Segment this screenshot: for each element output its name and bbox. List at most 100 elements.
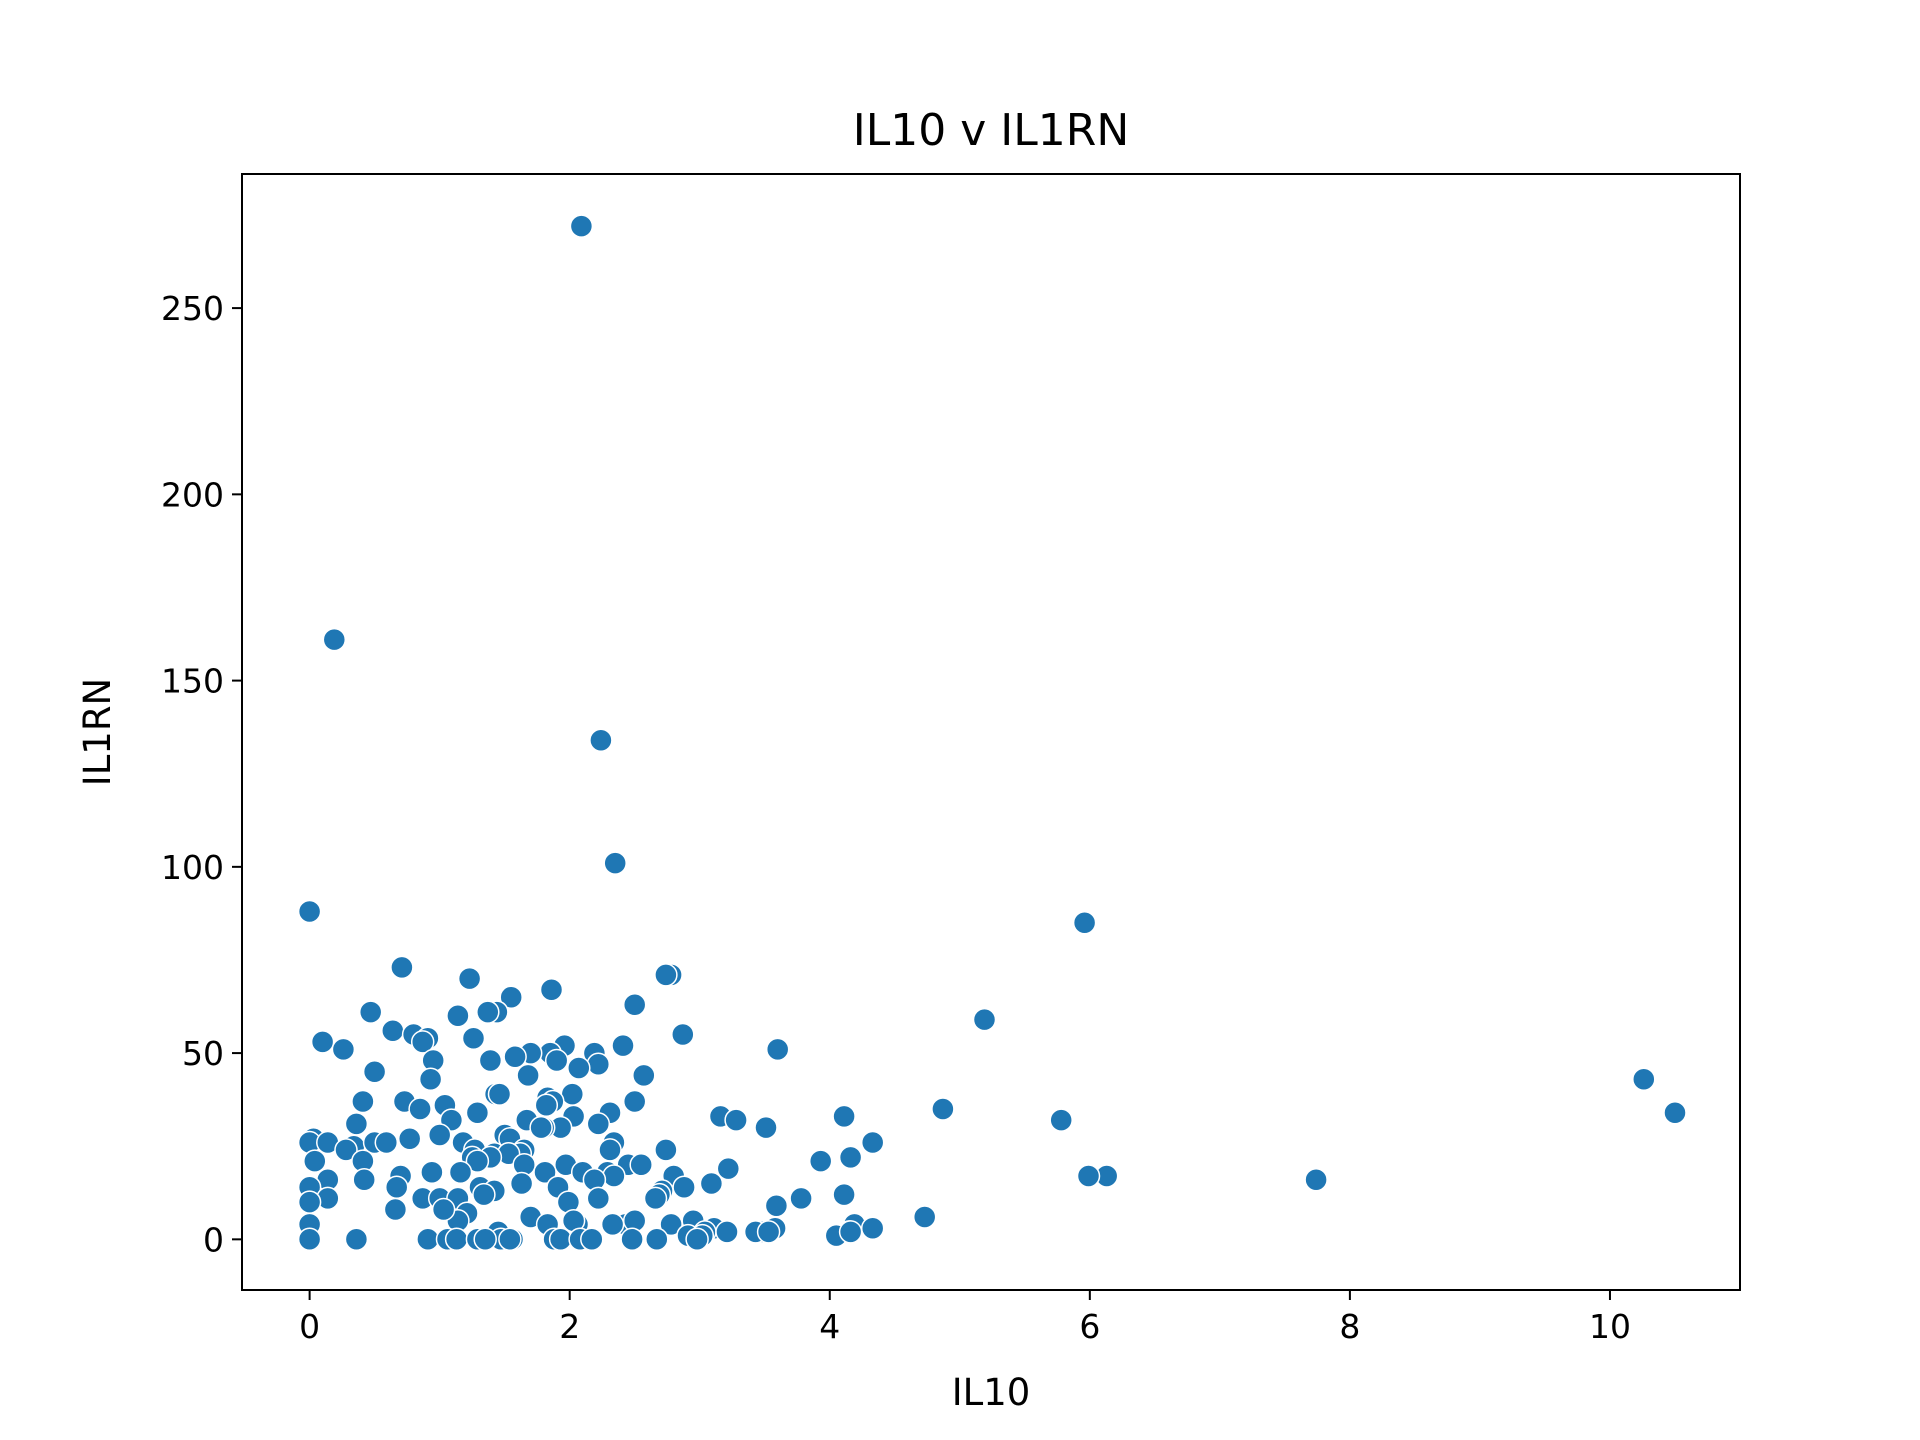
data-point xyxy=(297,1190,322,1214)
data-point xyxy=(448,1160,473,1185)
chart-title: IL10 v IL1RN xyxy=(853,105,1129,156)
data-point xyxy=(560,1082,585,1106)
data-point xyxy=(589,728,613,752)
data-point xyxy=(548,1227,573,1252)
data-point xyxy=(671,1022,695,1047)
data-point xyxy=(322,627,347,652)
data-point xyxy=(498,1227,522,1252)
data-point xyxy=(632,1063,656,1088)
data-point xyxy=(431,1197,456,1222)
data-point xyxy=(533,1160,557,1185)
data-point xyxy=(832,1104,856,1129)
data-point xyxy=(420,1160,444,1185)
data-point xyxy=(643,1186,668,1211)
data-point xyxy=(444,1227,469,1252)
data-point xyxy=(465,1100,490,1125)
data-point xyxy=(544,1048,569,1073)
data-point xyxy=(1663,1100,1687,1125)
data-point xyxy=(789,1186,813,1211)
data-point xyxy=(645,1227,669,1252)
data-point xyxy=(598,1138,622,1162)
y-tick-label: 250 xyxy=(161,289,224,328)
data-point xyxy=(838,1220,863,1244)
data-point xyxy=(503,1045,527,1069)
data-point xyxy=(427,1123,452,1147)
data-point xyxy=(331,1037,356,1062)
data-point xyxy=(603,851,627,875)
data-point xyxy=(629,1153,653,1177)
data-point xyxy=(509,1171,534,1196)
data-point xyxy=(472,1182,496,1207)
data-point xyxy=(1304,1167,1328,1192)
data-point xyxy=(654,963,678,987)
x-tick-label: 2 xyxy=(559,1307,580,1346)
data-point xyxy=(397,1127,422,1151)
data-point xyxy=(461,1026,486,1050)
data-point xyxy=(384,1175,409,1199)
data-point xyxy=(622,992,647,1017)
y-tick-label: 150 xyxy=(161,662,224,701)
data-point xyxy=(620,1227,644,1252)
data-point xyxy=(580,1227,604,1252)
data-point xyxy=(672,1175,696,1199)
data-point xyxy=(685,1227,709,1252)
data-point xyxy=(478,1048,503,1073)
data-point xyxy=(416,1227,440,1252)
data-point xyxy=(1072,910,1097,935)
data-point xyxy=(756,1220,781,1244)
data-point xyxy=(569,214,594,238)
data-point xyxy=(832,1182,856,1207)
data-point xyxy=(499,985,523,1009)
x-axis-label: IL10 xyxy=(952,1371,1031,1414)
data-point xyxy=(972,1007,997,1032)
y-axis-label: IL1RN xyxy=(76,678,119,786)
data-point xyxy=(1076,1164,1101,1188)
data-point xyxy=(602,1164,626,1188)
data-point xyxy=(534,1093,559,1117)
data-point xyxy=(838,1145,863,1170)
data-point xyxy=(529,1115,553,1140)
data-point xyxy=(476,1000,500,1024)
data-point xyxy=(765,1037,790,1062)
data-point xyxy=(303,1149,327,1173)
data-point xyxy=(446,1004,470,1028)
data-point xyxy=(362,1059,387,1084)
x-tick-label: 6 xyxy=(1079,1307,1100,1346)
data-point xyxy=(611,1033,635,1058)
data-point xyxy=(586,1052,611,1077)
x-tick-label: 10 xyxy=(1589,1307,1631,1346)
x-tick-label: 8 xyxy=(1339,1307,1360,1346)
plot-area-frame xyxy=(241,173,1741,1291)
data-point xyxy=(622,1089,647,1114)
data-point xyxy=(600,1212,625,1237)
data-point xyxy=(351,1089,375,1114)
data-point xyxy=(297,1227,322,1252)
data-point xyxy=(1632,1067,1656,1091)
data-point xyxy=(408,1097,432,1121)
data-point xyxy=(586,1186,611,1211)
data-point xyxy=(334,1138,358,1162)
data-point xyxy=(390,955,414,980)
data-point xyxy=(465,1149,490,1173)
y-tick-label: 0 xyxy=(203,1220,224,1259)
data-point xyxy=(808,1149,833,1173)
data-point xyxy=(912,1205,937,1229)
data-point xyxy=(715,1220,739,1244)
data-point xyxy=(764,1194,789,1218)
data-point xyxy=(860,1130,885,1155)
data-point xyxy=(860,1216,885,1240)
data-point xyxy=(487,1082,512,1106)
data-point xyxy=(1049,1108,1073,1132)
data-point xyxy=(754,1115,778,1140)
x-tick-label: 0 xyxy=(299,1307,320,1346)
data-point xyxy=(344,1227,369,1252)
data-point xyxy=(931,1097,955,1121)
data-point xyxy=(567,1056,591,1080)
data-point xyxy=(539,978,564,1002)
data-point xyxy=(418,1067,443,1091)
data-point xyxy=(381,1018,405,1043)
data-point xyxy=(410,1030,435,1054)
data-point xyxy=(716,1156,741,1181)
